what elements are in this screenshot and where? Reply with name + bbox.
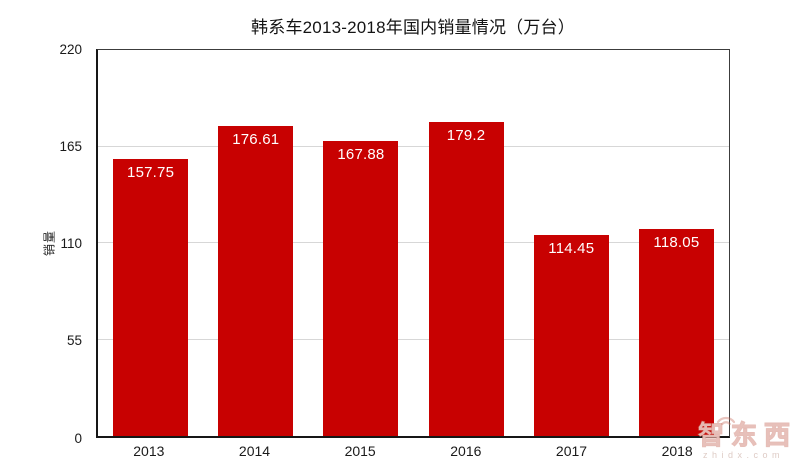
y-tick-label: 0 (74, 430, 82, 446)
bar-value-label: 114.45 (548, 240, 595, 258)
plot-area: 157.75 176.61 167.88 179.2 114.45 118.05 (96, 49, 730, 438)
x-tick-label: 2014 (238, 443, 271, 459)
bar-2015: 167.88 (323, 141, 399, 436)
y-axis-tick-labels: 0 55 110 165 220 (0, 42, 82, 444)
x-tick-label: 2018 (661, 443, 693, 459)
gridline (98, 242, 729, 243)
bar-2014: 176.61 (218, 126, 294, 436)
x-tick-label: 2017 (555, 443, 588, 459)
x-tick-label: 2015 (344, 443, 376, 459)
x-tick-label: 2016 (450, 443, 482, 459)
chart-title: 韩系车2013-2018年国内销量情况（万台） (251, 18, 575, 37)
gridline (98, 338, 729, 340)
y-tick-label: 55 (66, 333, 82, 348)
y-tick-label: 165 (59, 138, 82, 154)
bar-value-label: 179.2 (446, 126, 486, 144)
bar-2016: 179.2 (428, 121, 504, 436)
x-tick-label: 2013 (133, 443, 165, 459)
y-tick-label: 110 (60, 235, 82, 251)
y-tick-label: 220 (59, 41, 82, 57)
bar-value-label: 176.61 (232, 131, 280, 149)
wifi-icon (716, 416, 736, 425)
bar-2018: 118.05 (638, 228, 714, 436)
watermark-brand-text: 智东西 (697, 419, 797, 450)
watermark: 智东西 zhidx.com (697, 416, 797, 460)
bar-2013: 157.75 (113, 159, 189, 436)
watermark-domain-text: zhidx.com (702, 450, 784, 460)
bar-value-label: 167.88 (337, 146, 385, 164)
bar-value-label: 157.75 (127, 164, 175, 182)
gridline (98, 145, 729, 147)
bar-2017: 114.45 (533, 235, 609, 436)
x-axis-labels: 2013 2014 2015 2016 2017 2018 (96, 444, 730, 462)
bar-value-label: 118.05 (653, 233, 700, 251)
